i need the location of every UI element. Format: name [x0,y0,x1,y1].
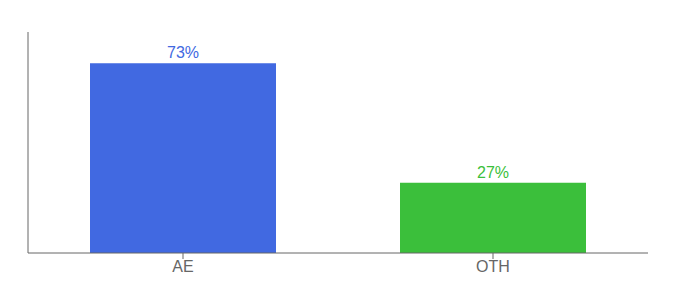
svg-text:AE: AE [172,258,193,275]
svg-text:73%: 73% [167,44,199,61]
svg-text:OTH: OTH [476,258,510,275]
svg-text:27%: 27% [477,164,509,181]
